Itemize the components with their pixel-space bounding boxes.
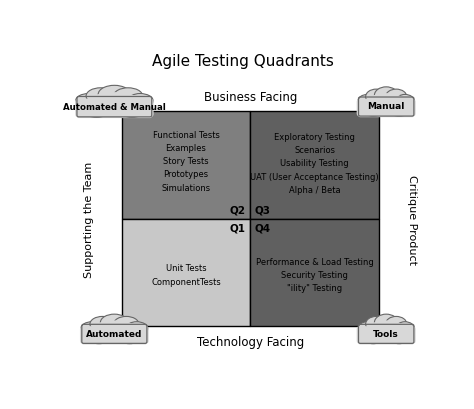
- Ellipse shape: [98, 86, 130, 104]
- FancyBboxPatch shape: [356, 326, 416, 344]
- Text: Unit Tests
ComponentTests: Unit Tests ComponentTests: [151, 264, 221, 286]
- Ellipse shape: [365, 106, 382, 117]
- FancyBboxPatch shape: [80, 326, 149, 344]
- Ellipse shape: [114, 89, 143, 105]
- Ellipse shape: [126, 322, 148, 335]
- Ellipse shape: [358, 95, 377, 109]
- Text: Q2: Q2: [230, 205, 246, 216]
- Ellipse shape: [75, 94, 101, 109]
- FancyBboxPatch shape: [356, 100, 416, 117]
- Text: Agile Testing Quadrants: Agile Testing Quadrants: [152, 54, 334, 69]
- Ellipse shape: [390, 106, 408, 117]
- Ellipse shape: [396, 322, 414, 335]
- Ellipse shape: [386, 90, 407, 105]
- Ellipse shape: [119, 333, 140, 344]
- FancyBboxPatch shape: [82, 324, 147, 345]
- Text: Q4: Q4: [255, 223, 271, 233]
- Text: Critique Product: Critique Product: [407, 174, 417, 264]
- Bar: [122, 219, 250, 326]
- Ellipse shape: [84, 106, 109, 118]
- Ellipse shape: [358, 322, 377, 335]
- Ellipse shape: [89, 333, 109, 344]
- Text: Business Facing: Business Facing: [204, 91, 297, 104]
- Text: Automated & Manual: Automated & Manual: [63, 103, 166, 112]
- Ellipse shape: [120, 106, 144, 118]
- Ellipse shape: [365, 317, 387, 332]
- Bar: [250, 219, 379, 326]
- Text: Automated: Automated: [86, 329, 143, 338]
- Text: Manual: Manual: [367, 102, 405, 111]
- FancyBboxPatch shape: [358, 324, 414, 345]
- Ellipse shape: [396, 95, 414, 109]
- Ellipse shape: [90, 317, 115, 332]
- Bar: [122, 112, 250, 219]
- Bar: [250, 112, 379, 219]
- FancyBboxPatch shape: [77, 97, 152, 119]
- Ellipse shape: [365, 321, 407, 342]
- Ellipse shape: [128, 94, 153, 109]
- Ellipse shape: [365, 333, 382, 344]
- Ellipse shape: [114, 317, 139, 332]
- FancyBboxPatch shape: [75, 99, 154, 118]
- Text: Supporting the Team: Supporting the Team: [83, 161, 94, 277]
- Ellipse shape: [90, 321, 139, 342]
- Ellipse shape: [386, 317, 407, 332]
- Ellipse shape: [100, 315, 128, 331]
- Ellipse shape: [86, 93, 143, 115]
- Ellipse shape: [86, 89, 115, 105]
- Ellipse shape: [81, 322, 103, 335]
- Ellipse shape: [374, 88, 398, 104]
- Text: Performance & Load Testing
Security Testing
"ility" Testing: Performance & Load Testing Security Test…: [255, 257, 374, 292]
- FancyBboxPatch shape: [358, 98, 414, 118]
- Text: Q3: Q3: [255, 205, 271, 216]
- Text: Technology Facing: Technology Facing: [197, 336, 304, 348]
- Text: Q1: Q1: [230, 223, 246, 233]
- Ellipse shape: [374, 315, 398, 331]
- Text: Functional Tests
Examples
Story Tests
Prototypes
Simulations: Functional Tests Examples Story Tests Pr…: [153, 130, 219, 192]
- Ellipse shape: [365, 90, 387, 105]
- Ellipse shape: [365, 94, 407, 115]
- Text: Exploratory Testing
Scenarios
Usability Testing
UAT (User Acceptance Testing)
Al: Exploratory Testing Scenarios Usability …: [250, 133, 379, 194]
- Text: Tools: Tools: [374, 329, 399, 338]
- Ellipse shape: [390, 333, 408, 344]
